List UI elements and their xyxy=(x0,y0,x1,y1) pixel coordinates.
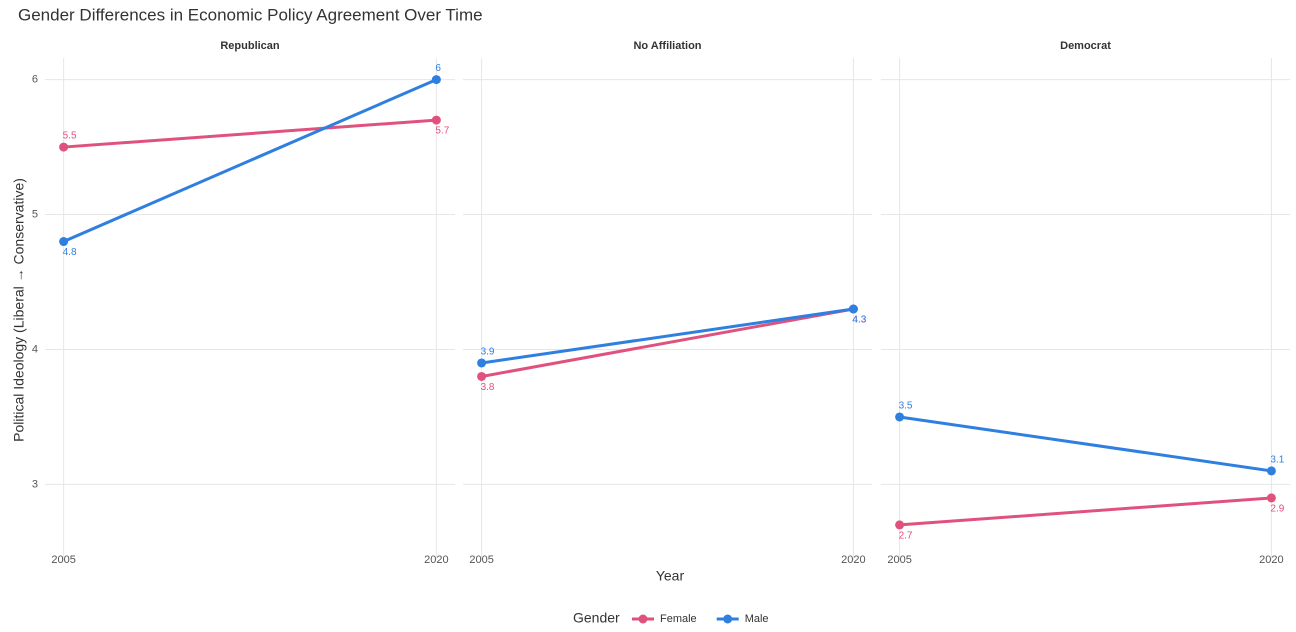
y-tick-label: 6 xyxy=(32,73,38,85)
point xyxy=(1266,466,1276,476)
line xyxy=(899,415,1272,473)
x-tick-label: 2005 xyxy=(469,554,493,566)
data-label: 5.7 xyxy=(435,126,449,137)
legend-label: Female xyxy=(660,613,697,625)
point xyxy=(477,358,487,368)
y-tick-label: 4 xyxy=(32,343,38,355)
point xyxy=(1266,493,1276,503)
legend-swatch xyxy=(723,614,733,624)
line xyxy=(899,496,1272,527)
point xyxy=(431,115,441,125)
data-label: 4.3 xyxy=(852,315,866,326)
point xyxy=(895,520,905,530)
line xyxy=(481,307,854,378)
point xyxy=(895,412,905,422)
legend-swatch xyxy=(638,614,648,624)
point xyxy=(59,237,69,247)
y-tick-label: 5 xyxy=(32,208,38,220)
chart-title: Gender Differences in Economic Policy Ag… xyxy=(18,5,483,24)
facet-title: Republican xyxy=(220,40,280,52)
data-label: 4.8 xyxy=(63,247,77,258)
data-label: 4.3 xyxy=(852,315,866,326)
point xyxy=(477,371,487,381)
x-tick-label: 2005 xyxy=(887,554,911,566)
x-tick-label: 2020 xyxy=(1259,554,1283,566)
y-tick-label: 3 xyxy=(32,478,38,490)
y-axis-title: Political Ideology (Liberal → Conservati… xyxy=(11,178,27,442)
facet-title: Democrat xyxy=(1060,40,1111,52)
point xyxy=(431,75,441,85)
point xyxy=(59,142,69,152)
data-label: 5.5 xyxy=(63,131,77,142)
data-label: 2.7 xyxy=(899,531,913,542)
legend-label: Male xyxy=(745,613,769,625)
data-label: 3.5 xyxy=(899,401,913,412)
x-tick-label: 2020 xyxy=(841,554,865,566)
facet-title: No Affiliation xyxy=(633,40,701,52)
data-label: 3.8 xyxy=(481,382,495,393)
data-label: 3.1 xyxy=(1270,455,1284,466)
x-tick-label: 2020 xyxy=(424,554,448,566)
legend-title: Gender xyxy=(573,610,620,626)
line xyxy=(481,307,854,365)
x-tick-label: 2005 xyxy=(51,554,75,566)
data-label: 6 xyxy=(435,63,441,74)
line xyxy=(63,118,437,149)
data-label: 2.9 xyxy=(1270,504,1284,515)
line xyxy=(63,78,437,243)
point xyxy=(848,304,858,314)
data-label: 3.9 xyxy=(481,347,495,358)
x-axis-title: Year xyxy=(656,568,685,584)
